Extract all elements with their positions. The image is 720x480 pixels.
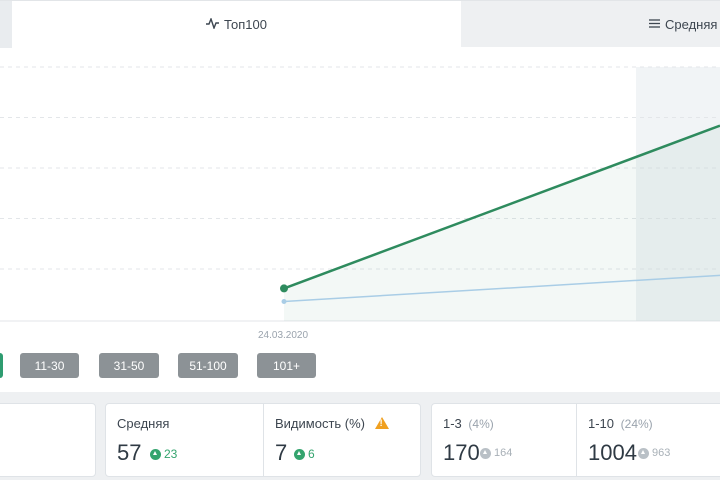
up-arrow-icon	[294, 448, 305, 460]
stat-delta-range-1-10-value: 963	[652, 447, 671, 459]
range-button-31-50[interactable]: 31-50	[99, 353, 159, 378]
stat-pct-range-1-10: (24%)	[620, 417, 653, 431]
chart-svg	[0, 66, 720, 322]
positions-chart	[0, 47, 720, 347]
stat-pct-range-1-3: (4%)	[468, 417, 494, 431]
tab-left-stub[interactable]	[0, 1, 12, 48]
tab-average-label: Средняя	[665, 17, 718, 32]
tab-top100-label: Топ100	[224, 17, 267, 32]
x-tick-date: 24.03.2020	[258, 330, 309, 341]
tab-bar: Топ100 Средняя	[0, 0, 720, 48]
stat-value-range-1-3: 170	[443, 440, 480, 465]
stat-value-visibility: 7	[275, 440, 288, 465]
stat-delta-range-1-10: 963	[638, 447, 670, 459]
stat-title-range-1-10-text: 1-10	[588, 416, 615, 431]
stat-card-left	[0, 403, 96, 477]
tab-top100[interactable]: Топ100	[12, 1, 461, 48]
series-point-2	[281, 298, 287, 304]
stat-title-visibility: Видимость (%)	[275, 416, 389, 431]
up-arrow-icon	[480, 447, 491, 459]
range-button-active-stub[interactable]	[0, 353, 3, 378]
stat-title-range-1-3: 1-3 (4%)	[443, 416, 494, 431]
stat-title-range-1-3-text: 1-3	[443, 416, 462, 431]
stat-delta-average: 23	[150, 447, 177, 461]
activity-icon	[206, 16, 220, 32]
stat-value-range-1-10: 1004	[588, 440, 637, 465]
stat-delta-visibility-value: 6	[308, 447, 315, 461]
range-button-101-plus[interactable]: 101+	[257, 353, 316, 378]
stat-delta-visibility: 6	[294, 447, 315, 461]
up-arrow-icon	[638, 447, 649, 459]
list-icon	[649, 17, 660, 32]
stat-title-range-1-10: 1-10 (24%)	[588, 416, 653, 431]
stat-card-range-1-10: 1-10 (24%) 1004 963	[576, 403, 720, 477]
range-button-11-30[interactable]: 11-30	[20, 353, 79, 378]
tab-average[interactable]: Средняя	[461, 1, 720, 48]
series-line-2	[283, 274, 720, 303]
stat-title-visibility-text: Видимость (%)	[275, 416, 366, 431]
stat-card-average: Средняя 57 23	[105, 403, 264, 477]
stat-card-range-1-3: 1-3 (4%) 170 164	[431, 403, 577, 477]
warning-icon[interactable]	[374, 417, 389, 429]
series-line-1	[283, 124, 720, 290]
stat-delta-range-1-3: 164	[480, 447, 512, 459]
stat-delta-average-value: 23	[164, 447, 178, 461]
series-point-1	[280, 284, 288, 293]
series-area	[284, 125, 720, 321]
range-button-51-100[interactable]: 51-100	[178, 353, 238, 378]
up-arrow-icon	[150, 448, 161, 460]
stat-title-average: Средняя	[117, 416, 170, 431]
stat-delta-range-1-3-value: 164	[494, 447, 513, 459]
stat-value-average: 57	[117, 440, 142, 465]
stat-card-visibility: Видимость (%) 7 6	[263, 403, 421, 477]
